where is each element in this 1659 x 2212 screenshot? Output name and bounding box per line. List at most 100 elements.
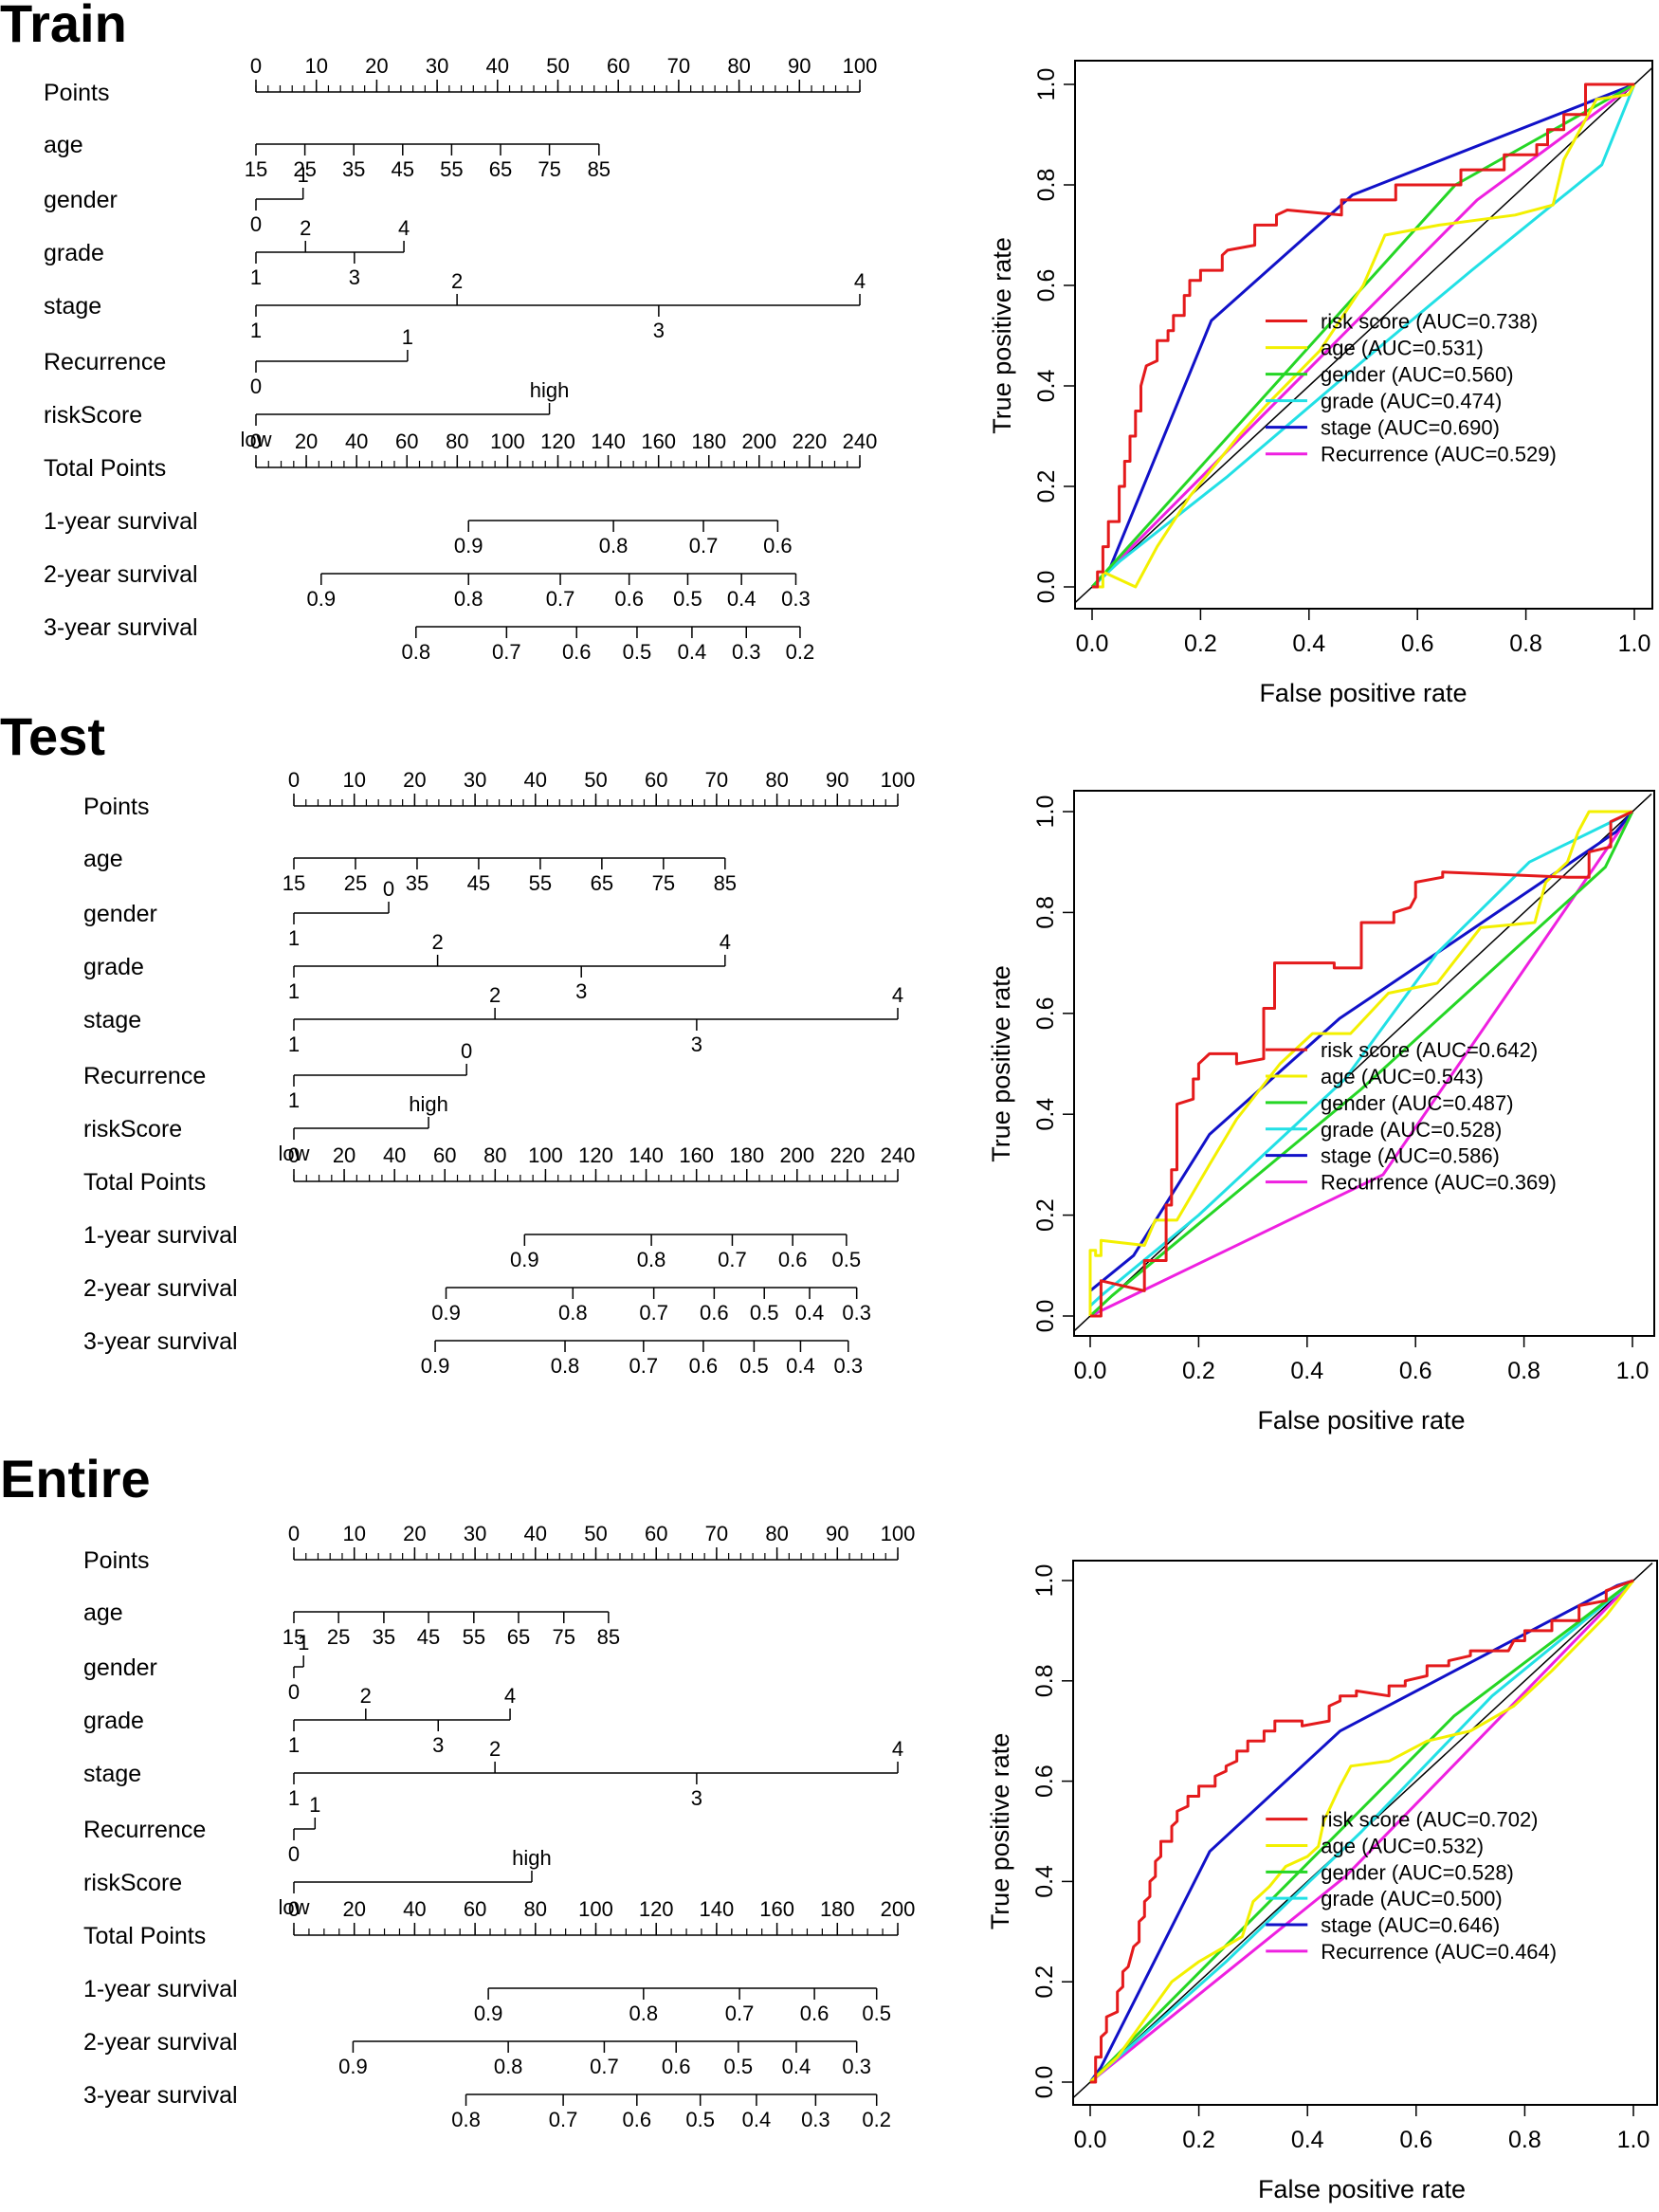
y-tick-label: 0.6	[1033, 269, 1060, 302]
roc-series-line	[1090, 1579, 1634, 2084]
nomogram-tick-label: 15	[283, 871, 305, 895]
nomogram-tick-label: 20	[365, 54, 388, 78]
nomogram-tick-label: 0	[250, 430, 262, 453]
nomogram-tick-label: 200	[741, 430, 776, 453]
nomogram-tick-label: 200	[779, 1143, 814, 1167]
nomogram-row-label: riskScore	[83, 1870, 182, 1896]
x-tick-label: 1.0	[1616, 1358, 1650, 1384]
nomogram-tick-label: 20	[403, 1522, 426, 1545]
nomogram-tick-label: 0.2	[862, 2108, 891, 2131]
x-axis-title: False positive rate	[1257, 1406, 1465, 1435]
nomogram-tick-label: 220	[793, 430, 828, 453]
x-tick-label: 0.8	[1509, 631, 1542, 657]
legend-entry: stage (AUC=0.646)	[1321, 1913, 1500, 1937]
nomogram-tick-label: 160	[679, 1143, 714, 1167]
nomogram-tick-label: 80	[727, 54, 750, 78]
nomogram-tick-label: 0	[288, 1897, 300, 1921]
nomogram-tick-label: 0	[461, 1039, 472, 1063]
x-tick-label: 0.0	[1076, 631, 1109, 657]
y-tick-label: 0.0	[1033, 571, 1060, 604]
nomogram-tick-label: 4	[504, 1684, 516, 1708]
nomogram-tick-label: 120	[578, 1143, 613, 1167]
nomogram-tick-label: 0.5	[623, 640, 652, 664]
nomogram-tick-label: 40	[345, 430, 368, 453]
x-tick-label: 0.2	[1184, 631, 1217, 657]
nomogram-tick-label: 80	[483, 1143, 506, 1167]
x-axis-title: False positive rate	[1258, 2175, 1466, 2203]
nomogram-tick-label: 90	[826, 1522, 848, 1545]
nomogram-tick-label: 0	[288, 1680, 300, 1704]
nomogram-tick-label: 45	[392, 157, 414, 181]
nomogram-row: Points 0 10 20 30 40 50 60 70 80 90 100	[83, 1522, 915, 1574]
nomogram-row: stage 1 2 3 4	[83, 1737, 903, 1810]
nomogram-tick-label: 0.4	[795, 1301, 825, 1325]
nomogram-row-label: Total Points	[83, 1923, 206, 1949]
nomogram-tick-label: 75	[552, 1625, 574, 1649]
nomogram-row: Recurrence 0 1	[44, 325, 413, 398]
nomogram-tick-label: 0.9	[306, 587, 336, 611]
nomogram-tick-label: 180	[820, 1897, 855, 1921]
nomogram-row-label: 3-year survival	[83, 2082, 238, 2109]
legend-entry: age (AUC=0.532)	[1321, 1834, 1484, 1857]
nomogram-tick-label: 0	[288, 1842, 300, 1866]
nomogram-tick-label: 35	[342, 157, 365, 181]
nomogram-row-label: 1-year survival	[44, 508, 198, 535]
nomogram-tick-label: 0.3	[842, 2055, 871, 2078]
y-tick-label: 0.4	[1031, 1865, 1058, 1898]
legend-entry: risk score (AUC=0.702)	[1321, 1808, 1538, 1832]
nomogram-tick-label: 60	[395, 430, 418, 453]
legend-entry: stage (AUC=0.586)	[1321, 1144, 1500, 1168]
nomogram-tick-label: 0.4	[727, 587, 757, 611]
nomogram-tick-label: 0.8	[637, 1248, 666, 1271]
legend: risk score (AUC=0.738) age (AUC=0.531) gen…	[1265, 310, 1557, 466]
nomogram-tick-label: 0	[288, 1143, 300, 1167]
nomogram-tick-label: 1	[288, 926, 300, 950]
y-tick-label: 0.8	[1033, 169, 1060, 202]
diagonal-reference-line	[1074, 793, 1652, 1332]
x-tick-label: 1.0	[1618, 631, 1651, 657]
nomogram-tick-label: 75	[538, 157, 560, 181]
nomogram-tick-label: 85	[714, 871, 737, 895]
nomogram-row-label: riskScore	[83, 1116, 182, 1143]
nomogram-tick-label: 0.6	[800, 2002, 830, 2025]
nomogram-tick-label: 0.8	[451, 2108, 481, 2131]
nomogram-tick-label: 60	[464, 1897, 486, 1921]
legend-entry: Recurrence (AUC=0.529)	[1321, 443, 1557, 466]
nomogram-tick-label: 4	[854, 269, 866, 293]
nomogram-row: riskScore low high	[83, 1846, 552, 1919]
nomogram-tick-label: 0.9	[474, 2002, 503, 2025]
nomogram-tick-label: 240	[881, 1143, 916, 1167]
nomogram-tick-label: 80	[765, 768, 788, 792]
nomogram-tick-label: 65	[489, 157, 512, 181]
nomogram-tick-label: 55	[529, 871, 552, 895]
nomogram-row-label: stage	[44, 293, 101, 320]
nomogram-tick-label: 0.7	[492, 640, 521, 664]
nomogram-row: 2-year survival 0.9 0.8 0.7 0.6 0.5 0.4 0.3	[83, 2029, 871, 2078]
nomogram-row-label: 3-year survival	[44, 614, 198, 641]
nomogram-tick-label: 10	[342, 768, 365, 792]
x-tick-label: 0.4	[1291, 2127, 1324, 2153]
nomogram-row: riskScore low high	[83, 1092, 448, 1165]
nomogram-row: 2-year survival 0.9 0.8 0.7 0.6 0.5 0.4 0.3	[83, 1275, 871, 1325]
nomogram-row-label: Points	[83, 1547, 149, 1574]
nomogram-row: age 15 25 35 45 55 65 75 85	[83, 846, 737, 895]
y-tick-label: 0.2	[1033, 470, 1060, 503]
nomogram-row-label: 3-year survival	[83, 1328, 238, 1355]
nomogram-tick-label: 90	[826, 768, 848, 792]
nomogram-tick-label: 160	[641, 430, 676, 453]
roc-chart: 0.0 0.2 0.4 0.6 0.8 1.0 0.0 0.2 0.4 0.6 0.8 1.0 Fals…	[986, 1560, 1658, 2203]
nomogram-tick-label: 0.7	[718, 1248, 747, 1271]
nomogram-tick-label: 1	[298, 1631, 309, 1654]
x-tick-label: 0.4	[1290, 1358, 1323, 1384]
nomogram-tick-label: 2	[300, 216, 311, 240]
nomogram-row: grade 1 2 3 4	[83, 1684, 516, 1757]
nomogram-tick-label: 0.7	[629, 1354, 659, 1378]
nomogram-tick-label: 0.6	[700, 1301, 729, 1325]
nomogram-tick-label: 4	[892, 983, 903, 1007]
legend-entry: gender (AUC=0.528)	[1321, 1860, 1514, 1884]
nomogram-tick-label: 0.2	[786, 640, 815, 664]
nomogram-row: Points 0 10 20 30 40 50 60 70 80 90 100	[44, 54, 877, 106]
nomogram-tick-label: 3	[349, 265, 360, 289]
